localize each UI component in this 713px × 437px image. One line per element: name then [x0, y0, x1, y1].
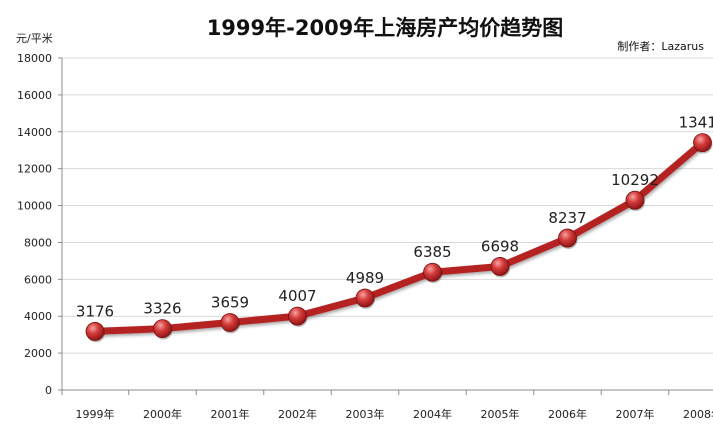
x-tick-label: 2008年	[683, 407, 713, 421]
y-tick-label: 6000	[24, 273, 52, 286]
chart-title: 1999年-2009年上海房产均价趋势图	[207, 16, 564, 40]
data-label: 3176	[76, 302, 114, 320]
data-label: 4007	[278, 287, 316, 305]
data-label-group: 3176 3326 3659 4007 4989 6385 6698 8237 10292 134…	[76, 114, 713, 321]
x-tick-label: 2004年	[413, 407, 452, 421]
y-axis-label: 元/平米	[16, 32, 53, 45]
series-line-group	[91, 139, 706, 335]
x-tick-label: 2001年	[211, 407, 250, 421]
y-tick-label: 18000	[17, 52, 52, 65]
data-point	[153, 319, 172, 339]
y-tick-label: 2000	[24, 347, 52, 360]
gridlines	[62, 57, 713, 354]
y-tick-label: 0	[45, 384, 52, 397]
data-point	[85, 322, 105, 341]
y-tick-label: 10000	[17, 200, 52, 213]
x-tick-label: 2002年	[278, 407, 317, 421]
y-tick-label: 16000	[17, 89, 52, 102]
x-tick-label: 2005年	[481, 407, 520, 421]
chart-author: 制作者：Lazarus	[617, 40, 704, 53]
data-label: 6385	[413, 243, 451, 261]
y-tick-labels: 0 2000 4000 6000 8000 10000 12000 14000 16000 180…	[17, 52, 52, 397]
data-point	[693, 133, 712, 153]
data-point	[490, 257, 510, 276]
data-point	[625, 190, 645, 210]
x-tick-label: 1999年	[76, 407, 115, 421]
y-tick-label: 4000	[24, 310, 52, 323]
data-point	[220, 313, 240, 332]
data-label: 13411	[679, 114, 713, 132]
data-label: 8237	[548, 209, 586, 227]
data-label: 10292	[611, 171, 659, 189]
x-tick-label: 2007年	[616, 407, 655, 421]
y-tick-label: 12000	[17, 163, 52, 176]
data-label: 3326	[143, 300, 181, 318]
y-tick-label: 8000	[24, 236, 52, 249]
x-tick-label: 2000年	[143, 407, 182, 421]
x-tick-labels: 1999年 2000年 2001年 2002年 2003年 2004年 2005年 2006年…	[76, 407, 713, 421]
marker-group	[85, 133, 713, 343]
data-label: 3659	[211, 294, 249, 312]
data-point	[355, 288, 375, 308]
x-tick-label: 2006年	[548, 407, 587, 421]
data-label: 4989	[346, 269, 384, 287]
data-point	[423, 262, 442, 282]
data-label: 6698	[481, 237, 519, 255]
axes	[58, 57, 713, 395]
data-point	[288, 306, 307, 326]
y-tick-label: 14000	[17, 126, 52, 139]
x-tick-label: 2003年	[346, 407, 385, 421]
data-point	[558, 228, 577, 248]
series-line	[91, 139, 706, 335]
